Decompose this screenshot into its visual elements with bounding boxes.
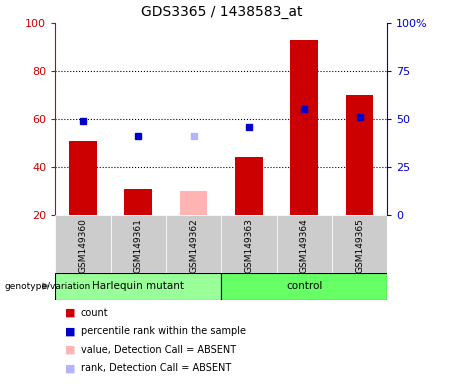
Bar [166, 215, 221, 276]
Bar [124, 189, 152, 215]
Text: ■: ■ [65, 326, 75, 336]
Bar [332, 215, 387, 276]
Bar [55, 273, 221, 300]
Text: ■: ■ [65, 363, 75, 373]
Text: rank, Detection Call = ABSENT: rank, Detection Call = ABSENT [81, 363, 231, 373]
Bar [290, 40, 318, 215]
Text: GSM149360: GSM149360 [78, 218, 88, 273]
Text: count: count [81, 308, 108, 318]
Bar [221, 215, 277, 276]
Text: value, Detection Call = ABSENT: value, Detection Call = ABSENT [81, 345, 236, 355]
Bar [221, 273, 387, 300]
Text: genotype/variation: genotype/variation [5, 281, 91, 291]
Bar [69, 141, 97, 215]
Text: GSM149364: GSM149364 [300, 218, 309, 273]
Text: Harlequin mutant: Harlequin mutant [92, 281, 184, 291]
Text: ■: ■ [65, 308, 75, 318]
Text: GSM149365: GSM149365 [355, 218, 364, 273]
Bar [111, 215, 166, 276]
Text: GSM149363: GSM149363 [244, 218, 254, 273]
Title: GDS3365 / 1438583_at: GDS3365 / 1438583_at [141, 5, 302, 19]
Bar [55, 215, 111, 276]
Bar [346, 95, 373, 215]
Text: percentile rank within the sample: percentile rank within the sample [81, 326, 246, 336]
Text: GSM149362: GSM149362 [189, 218, 198, 273]
Bar [277, 215, 332, 276]
Text: control: control [286, 281, 322, 291]
Bar [235, 157, 263, 215]
Text: GSM149361: GSM149361 [134, 218, 143, 273]
Bar [180, 191, 207, 215]
Text: ■: ■ [65, 345, 75, 355]
